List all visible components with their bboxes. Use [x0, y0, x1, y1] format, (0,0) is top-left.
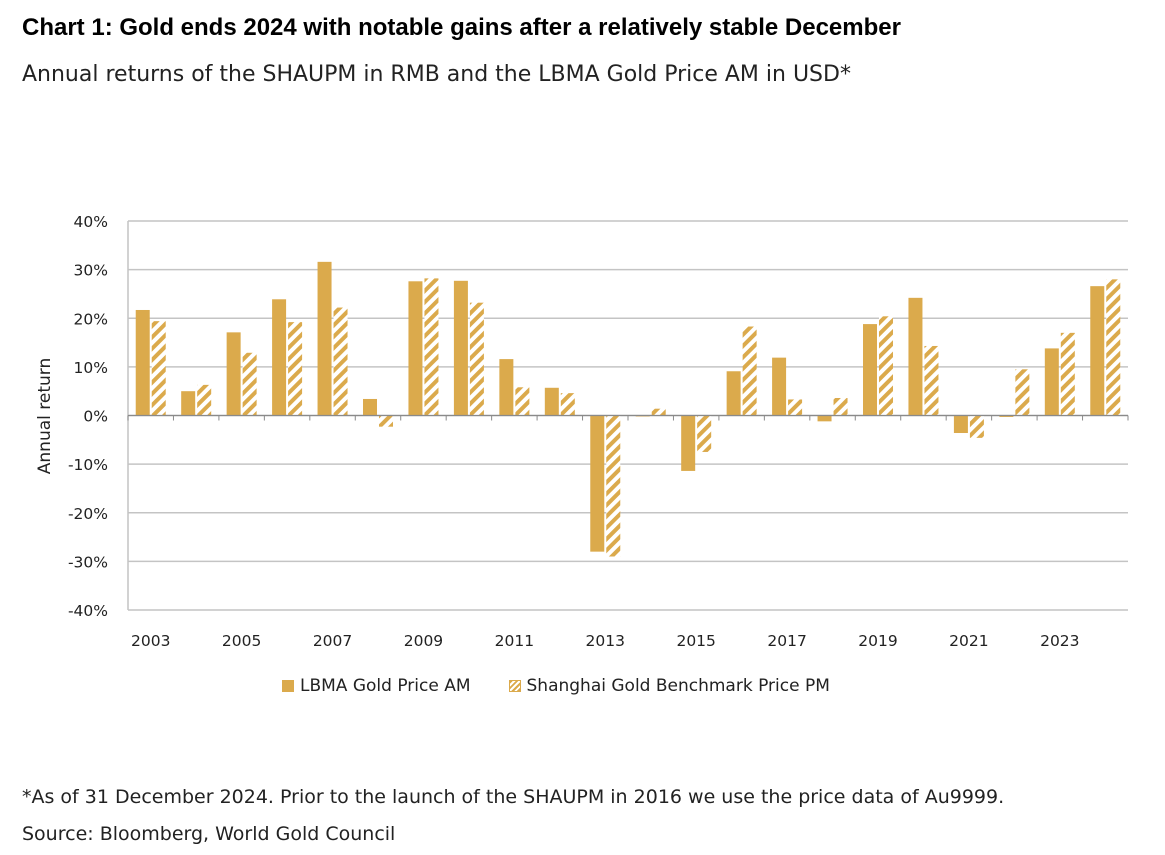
bar-shaupm: [379, 415, 393, 427]
y-tick-label: 40%: [74, 213, 108, 231]
x-tick-label: 2021: [949, 632, 988, 650]
bar-lbma: [1090, 286, 1105, 416]
bar-lbma: [590, 415, 605, 552]
x-tick-label: 2013: [586, 632, 625, 650]
chart-subtitle: Annual returns of the SHAUPM in RMB and …: [22, 62, 851, 87]
x-tick-label: 2005: [222, 632, 261, 650]
legend-item-shaupm: Shanghai Gold Benchmark Price PM: [508, 676, 830, 696]
y-tick-label: 10%: [74, 359, 108, 377]
bar-shaupm: [560, 393, 575, 416]
bar-shaupm: [742, 326, 757, 416]
x-tick-label: 2011: [495, 632, 534, 650]
bar-lbma: [772, 357, 787, 416]
bar-lbma: [272, 299, 287, 416]
y-tick-label: 0%: [83, 408, 108, 426]
bar-shaupm: [469, 302, 484, 416]
bar-shaupm: [788, 399, 803, 416]
y-tick-label: 20%: [74, 310, 108, 328]
bar-lbma: [181, 391, 196, 416]
bar-lbma: [999, 415, 1014, 417]
bar-shaupm: [424, 278, 439, 416]
x-tick-label: 2003: [131, 632, 170, 650]
x-tick-label: 2015: [676, 632, 715, 650]
bar-shaupm: [879, 316, 893, 416]
chart-title: Chart 1: Gold ends 2024 with notable gai…: [22, 14, 901, 41]
bar-shaupm: [1015, 369, 1030, 416]
bar-shaupm: [288, 322, 303, 416]
x-tick-label: 2017: [767, 632, 806, 650]
bar-shaupm: [833, 397, 848, 416]
bar-shaupm: [333, 307, 348, 416]
legend-label-lbma: LBMA Gold Price AM: [300, 676, 471, 696]
bars: [135, 261, 1121, 557]
bar-lbma: [453, 280, 468, 416]
bar-lbma: [726, 371, 741, 416]
bar-lbma: [908, 297, 923, 416]
bar-lbma: [817, 415, 832, 422]
bar-shaupm: [969, 415, 984, 438]
bar-shaupm: [242, 352, 257, 416]
bar-lbma: [1044, 348, 1059, 416]
bar-shaupm: [197, 384, 212, 416]
y-tick-label: -30%: [68, 553, 108, 571]
bar-chart: 40% 30% 20% 10% 0% -10% -20% -30% -40% 2003 2005 20…: [35, 213, 1129, 650]
bar-lbma: [226, 332, 241, 416]
y-tick-label: -40%: [68, 602, 108, 620]
bar-shaupm: [151, 321, 166, 416]
footnote: *As of 31 December 2024. Prior to the la…: [22, 786, 1005, 808]
bar-lbma: [135, 309, 150, 416]
bar-lbma: [953, 415, 968, 434]
bar-shaupm: [1060, 332, 1075, 416]
source-note: Source: Bloomberg, World Gold Council: [22, 823, 396, 845]
legend-label-shaupm: Shanghai Gold Benchmark Price PM: [526, 676, 830, 696]
y-axis-label: Annual return: [35, 358, 55, 474]
bar-shaupm: [651, 408, 666, 416]
bar-lbma: [499, 359, 514, 416]
y-tick-label: -10%: [68, 456, 108, 474]
legend-swatch-hatched: [508, 680, 521, 692]
bar-shaupm: [515, 387, 530, 416]
bar-shaupm: [924, 345, 939, 416]
bar-lbma: [317, 261, 332, 416]
x-tick-label: 2007: [313, 632, 352, 650]
bar-lbma: [408, 281, 423, 416]
bar-shaupm: [606, 415, 621, 557]
y-tick-label: -20%: [68, 505, 108, 523]
bar-lbma: [363, 398, 377, 416]
bar-shaupm: [697, 415, 712, 452]
axes: 40% 30% 20% 10% 0% -10% -20% -30% -40% 2003 2005 20…: [68, 213, 1129, 650]
bar-lbma: [863, 324, 877, 416]
x-tick-label: 2019: [858, 632, 897, 650]
legend-swatch-solid: [282, 680, 294, 692]
y-tick-label: 30%: [74, 262, 108, 280]
x-tick-label: 2009: [404, 632, 443, 650]
legend: LBMA Gold Price AM Shanghai Gold Benchma…: [282, 676, 868, 696]
bar-lbma: [681, 415, 696, 471]
bar-lbma: [544, 387, 559, 416]
legend-item-lbma: LBMA Gold Price AM: [282, 676, 471, 696]
x-tick-label: 2023: [1040, 632, 1079, 650]
bar-shaupm: [1106, 279, 1121, 416]
